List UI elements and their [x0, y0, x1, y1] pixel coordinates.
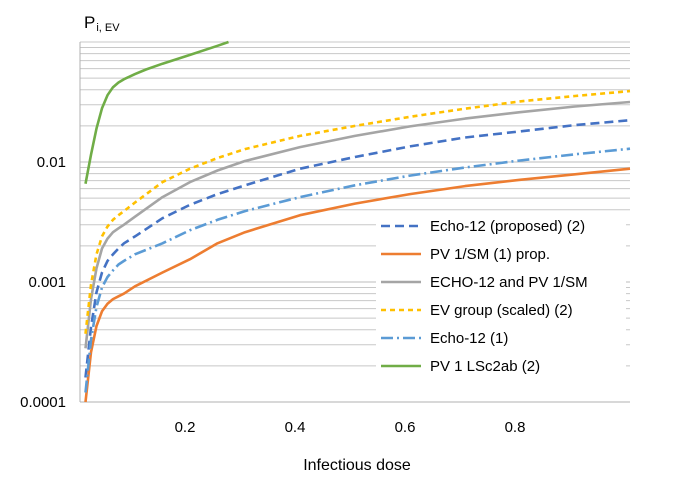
y-tick-label: 0.01	[37, 154, 66, 171]
legend-label: Echo-12 (proposed) (2)	[430, 218, 585, 235]
chart-axes	[79, 42, 630, 403]
x-tick-label: 0.8	[505, 419, 526, 436]
series-line-1	[84, 118, 631, 378]
y-tick-label: 0.001	[28, 274, 66, 291]
chart-series	[84, 40, 631, 403]
legend-label: PV 1/SM (1) prop.	[430, 246, 550, 263]
legend-label: PV 1 LSc2ab (2)	[430, 358, 540, 375]
y-tick-labels: 0.0001 0.001 0.01	[20, 154, 66, 411]
legend-label: Echo-12 (1)	[430, 330, 508, 347]
legend-background	[376, 211, 626, 386]
y-axis-title: Pi, EV	[84, 13, 120, 34]
y-axis-title-main: P	[84, 13, 95, 32]
legend-label: EV group (scaled) (2)	[430, 302, 573, 319]
chart-gridlines	[80, 41, 630, 367]
legend: Echo-12 (proposed) (2) PV 1/SM (1) prop. E…	[376, 211, 626, 386]
series-line-3	[84, 100, 631, 349]
legend-label: ECHO-12 and PV 1/SM	[430, 274, 588, 291]
x-tick-label: 0.2	[175, 419, 196, 436]
series-line-2	[84, 167, 631, 403]
x-axis-title: Infectious dose	[303, 457, 411, 474]
series-line-6	[84, 40, 229, 184]
y-axis-title-sub: i, EV	[96, 22, 120, 34]
series-line-5	[84, 147, 631, 393]
x-tick-label: 0.6	[395, 419, 416, 436]
x-tick-labels: 0.2 0.4 0.6 0.8	[175, 419, 526, 436]
x-tick-label: 0.4	[285, 419, 306, 436]
y-tick-label: 0.0001	[20, 394, 66, 411]
series-line-4	[84, 89, 631, 334]
